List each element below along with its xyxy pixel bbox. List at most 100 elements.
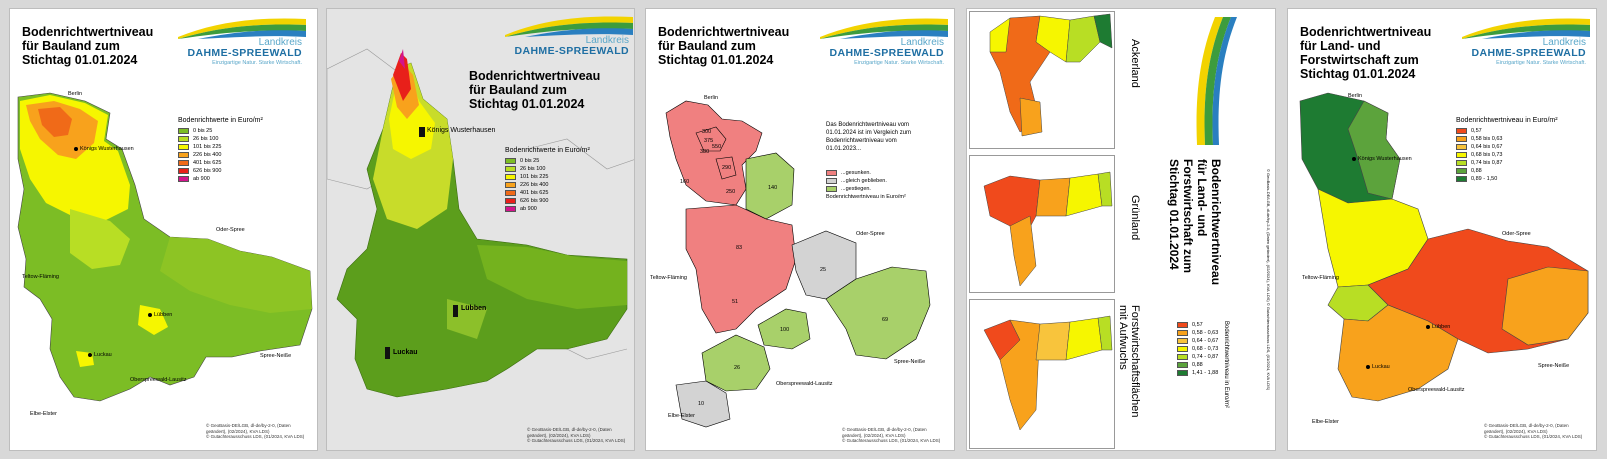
legend-swatch — [826, 170, 837, 176]
legend-swatch — [505, 166, 516, 172]
logo-text-landkreis: Landkreis — [1542, 37, 1586, 48]
place-label: Lübben — [461, 305, 487, 312]
logo-swoosh-icon — [820, 18, 948, 39]
legend-label: 0,74 bis 0,87 — [1471, 160, 1503, 166]
legend-item: 226 bis 400 — [505, 181, 590, 189]
legend-label: 0 bis 25 — [520, 158, 540, 164]
logo-swoosh-icon — [1462, 18, 1590, 39]
map-title: Bodenrichtwertniveau für Bauland zum Sti… — [22, 25, 154, 67]
logo-text-slogan: Einzigartige Natur. Starke Wirtschaft. — [1496, 60, 1586, 66]
legend-label: 101 bis 225 — [193, 144, 222, 150]
legend-swatch — [1456, 176, 1467, 182]
place-label: Königs Wusterhausen — [427, 127, 496, 134]
map-credit: © GeoBasis-DE/LGB, dl-de/by-2-0, (Daten … — [842, 427, 941, 443]
legend-item: 0 bis 25 — [505, 157, 590, 165]
legend-footer: Bodenrichtwertniveau in Euro/m² — [826, 194, 906, 200]
place-label: Teltow-Fläming — [1302, 275, 1339, 281]
value-label: 300 — [702, 129, 712, 135]
legend-swatch — [1177, 330, 1188, 336]
label-gruenland: Grünland — [1129, 195, 1141, 241]
map-panel-bauland: Bodenrichtwertniveau für Bauland zum Sti… — [9, 8, 318, 451]
value-label: 380 — [700, 149, 710, 155]
map-panel-bauland-change: Bodenrichtwertniveau für Bauland zum Sti… — [645, 8, 955, 451]
legend-item: 226 bis 400 — [178, 151, 263, 159]
legend-item: ab 900 — [505, 205, 590, 213]
logo-swoosh-icon — [178, 18, 306, 39]
legend-item: 626 bis 900 — [178, 167, 263, 175]
place-label: Berlin — [1348, 93, 1363, 99]
place-label: Oder-Spree — [856, 231, 885, 237]
legend-label: 401 bis 625 — [520, 190, 549, 196]
legend-swatch — [178, 168, 189, 174]
legend-item: 0,68 bis 0,73 — [1456, 151, 1558, 159]
legend-label: 626 bis 900 — [520, 198, 549, 204]
legend-label: 0 bis 25 — [193, 128, 213, 134]
logo-landkreis — [1185, 17, 1237, 145]
legend-swatch — [505, 182, 516, 188]
value-label: 375 — [704, 138, 714, 144]
change-note: Das Bodenrichtwertniveau vom 01.01.2024 … — [826, 122, 912, 152]
legend-title: Bodenrichtwertniveau in Euro/m² — [1456, 117, 1558, 124]
submap-gruenland — [969, 155, 1115, 293]
logo-text-name: DAHME-SPREEWALD — [1471, 47, 1586, 59]
logo-landkreis: Landkreis DAHME-SPREEWALD Einzigartige N… — [820, 15, 948, 67]
legend-title: Bodenrichtwerte in Euro/m² — [505, 147, 590, 154]
submap-ackerland — [969, 11, 1115, 149]
map-panel-landwirtschaft: Bodenrichtwertniveau für Land- und Forst… — [1287, 8, 1597, 451]
value-label: 250 — [726, 189, 736, 195]
legend-label: 0,68 - 0,73 — [1192, 346, 1219, 352]
value-label: 51 — [732, 299, 739, 305]
place-label: Elbe-Elster — [668, 413, 695, 419]
place-label: Spree-Neiße — [894, 359, 926, 365]
value-label: 10 — [698, 401, 705, 407]
map-title: Bodenrichtwertniveau für Land- und Forst… — [1167, 159, 1223, 286]
legend-label: ab 900 — [193, 176, 210, 182]
district-map-3d — [327, 48, 634, 398]
logo-swoosh-icon — [1196, 17, 1237, 145]
value-label: 25 — [820, 267, 827, 273]
legend-item: 101 bis 225 — [505, 173, 590, 181]
legend-swatch — [505, 206, 516, 212]
logo-text-landkreis: Landkreis — [900, 37, 944, 48]
map-legend: Bodenrichtwerte in Euro/m² 0 bis 25 26 bi… — [178, 117, 263, 183]
logo-landkreis: Landkreis DAHME-SPREEWALD Einzigartige N… — [178, 15, 306, 67]
legend-label: ...gesunken. — [841, 170, 871, 176]
legend-label: 226 bis 400 — [520, 182, 549, 188]
map-legend: Bodenrichtwerte in Euro/m² 0 bis 25 26 bi… — [505, 147, 590, 213]
legend-swatch — [1456, 144, 1467, 150]
legend-item: 0,88 — [1177, 361, 1218, 369]
place-label: Lübben — [154, 312, 173, 318]
place-label: Königs Wusterhausen — [80, 146, 134, 152]
legend-item: 26 bis 100 — [505, 165, 590, 173]
legend-swatch — [1456, 128, 1467, 134]
legend-label: 26 bis 100 — [520, 166, 546, 172]
place-label: Berlin — [68, 91, 83, 97]
legend-item: 0,68 - 0,73 — [1177, 345, 1218, 353]
legend-label: 626 bis 900 — [193, 168, 222, 174]
place-label: Luckau — [393, 349, 418, 356]
legend-swatch — [826, 178, 837, 184]
legend-swatch — [1177, 346, 1188, 352]
legend-label: ...gleich geblieben. — [841, 178, 887, 184]
legend-label: 226 bis 400 — [193, 152, 222, 158]
map-legend: 0,57 0,58 - 0,63 0,64 - 0,67 0,68 - 0,73 0,7… — [1177, 321, 1218, 377]
logo-text-slogan: Einzigartige Natur. Starke Wirtschaft. — [854, 60, 944, 66]
submap-forst — [969, 299, 1115, 449]
legend-item: 401 bis 625 — [505, 189, 590, 197]
legend-label: 0,74 - 0,87 — [1192, 354, 1219, 360]
value-label: 160 — [680, 179, 690, 185]
map-title: Bodenrichtwertniveau für Bauland zum Sti… — [658, 25, 790, 67]
legend-item: 101 bis 225 — [178, 143, 263, 151]
legend-swatch — [178, 176, 189, 182]
legend-swatch — [1177, 354, 1188, 360]
label-forst: Forstwirtschaftsflächen mit Aufwuchs — [1117, 305, 1141, 418]
legend-item: 26 bis 100 — [178, 135, 263, 143]
legend-label: 0,89 - 1,50 — [1471, 176, 1498, 182]
legend-label: ab 900 — [520, 206, 537, 212]
legend-label: 401 bis 625 — [193, 160, 222, 166]
legend-label: 26 bis 100 — [193, 136, 219, 142]
legend-swatch — [178, 152, 189, 158]
legend-item: 0,57 — [1456, 127, 1558, 135]
logo-text-name: DAHME-SPREEWALD — [829, 47, 944, 59]
submap-gruenland-map — [983, 171, 1113, 287]
